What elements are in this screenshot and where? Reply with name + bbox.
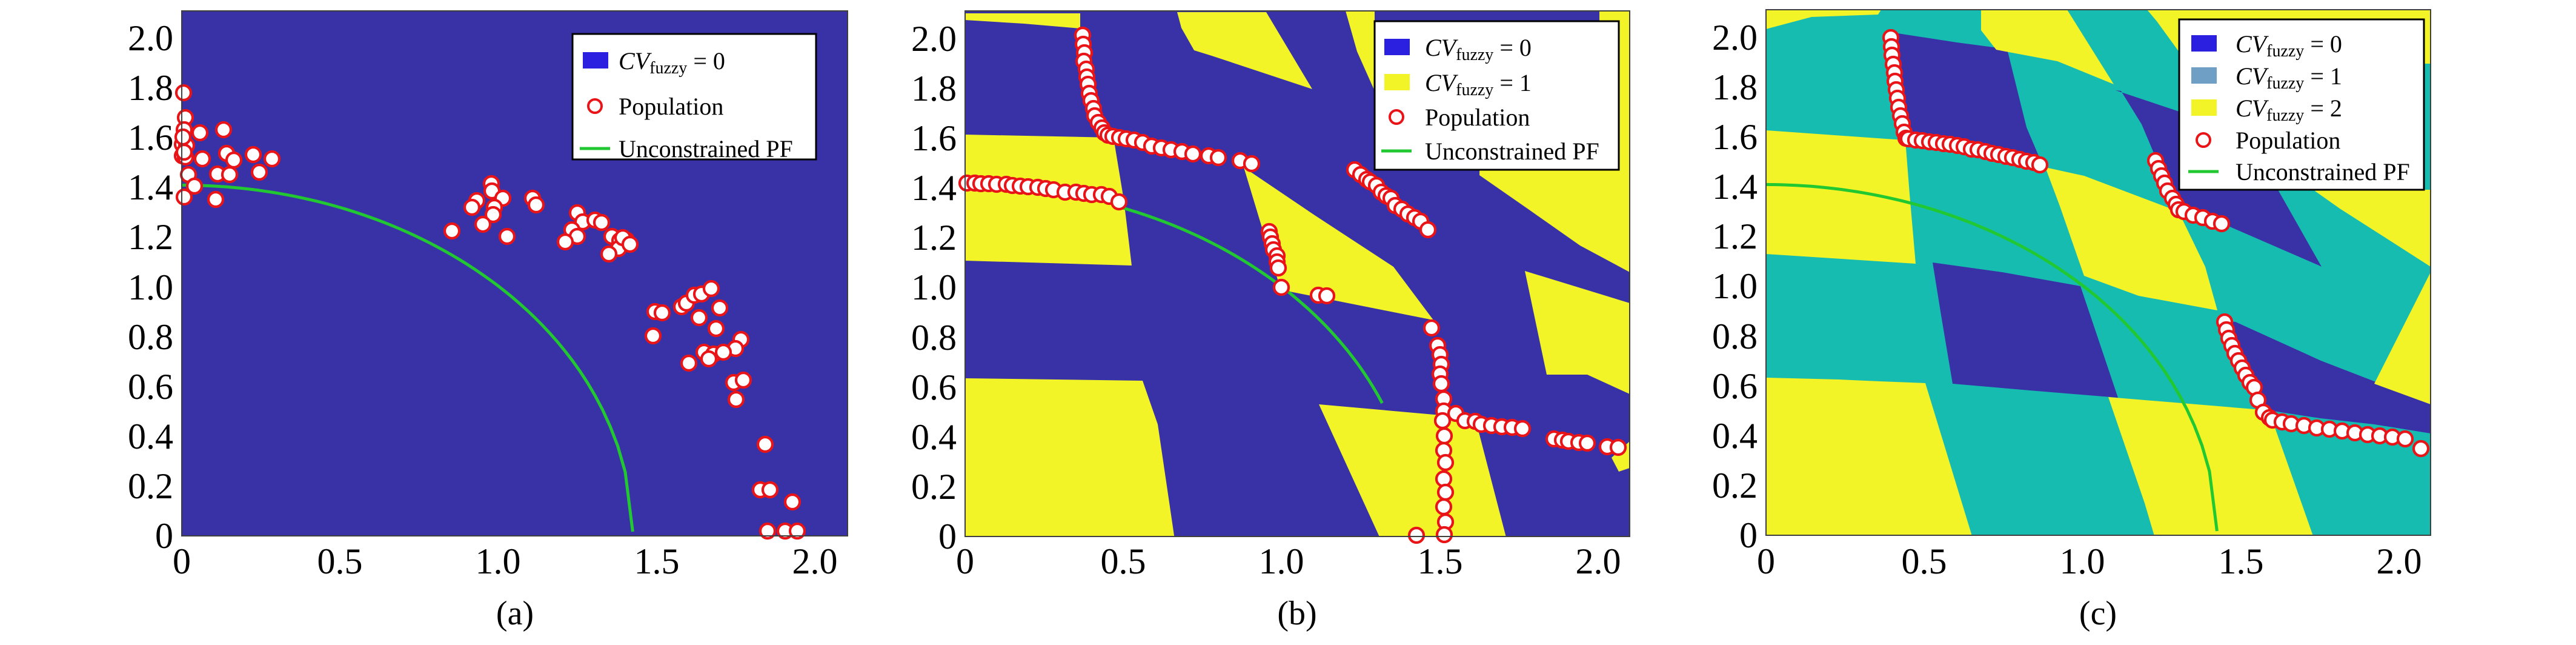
svg-text:0.2: 0.2	[128, 466, 173, 506]
svg-text:1.0: 1.0	[1259, 541, 1304, 581]
svg-text:0.5: 0.5	[1902, 541, 1947, 581]
svg-text:1.8: 1.8	[1712, 67, 1758, 107]
svg-text:CVfuzzy = 0: CVfuzzy = 0	[1425, 34, 1532, 64]
svg-text:1.8: 1.8	[911, 69, 957, 109]
svg-text:1.5: 1.5	[2219, 541, 2264, 581]
svg-text:(c): (c)	[2079, 595, 2117, 632]
svg-text:1.0: 1.0	[128, 267, 173, 307]
svg-text:Population: Population	[619, 93, 723, 120]
svg-text:0: 0	[1739, 515, 1758, 555]
svg-text:2.0: 2.0	[1576, 541, 1621, 581]
svg-text:1.0: 1.0	[476, 541, 521, 581]
svg-text:0.8: 0.8	[911, 318, 957, 358]
svg-text:1.6: 1.6	[911, 118, 957, 158]
svg-text:Population: Population	[2236, 127, 2340, 154]
svg-text:2.0: 2.0	[1712, 18, 1758, 58]
svg-text:0: 0	[155, 516, 173, 556]
svg-text:1.6: 1.6	[1712, 117, 1758, 157]
svg-text:1.2: 1.2	[911, 218, 957, 258]
svg-text:0: 0	[956, 541, 974, 581]
svg-text:Unconstrained PF: Unconstrained PF	[619, 135, 793, 162]
svg-text:CVfuzzy = 1: CVfuzzy = 1	[1425, 69, 1532, 99]
svg-text:0.4: 0.4	[1712, 416, 1758, 456]
svg-text:(b): (b)	[1277, 595, 1316, 632]
svg-text:1.8: 1.8	[128, 68, 173, 108]
svg-text:1.2: 1.2	[1712, 216, 1758, 256]
svg-text:CVfuzzy = 0: CVfuzzy = 0	[2236, 30, 2342, 61]
svg-text:CVfuzzy = 1: CVfuzzy = 1	[2236, 62, 2342, 93]
svg-text:0.6: 0.6	[128, 367, 173, 407]
svg-text:0.5: 0.5	[317, 541, 363, 581]
svg-text:2.0: 2.0	[792, 541, 838, 581]
svg-text:0.4: 0.4	[911, 417, 957, 457]
svg-text:2.0: 2.0	[128, 18, 173, 58]
svg-text:Population: Population	[1425, 104, 1530, 131]
svg-text:0.6: 0.6	[911, 367, 957, 407]
svg-text:0: 0	[173, 541, 191, 581]
svg-text:0.6: 0.6	[1712, 366, 1758, 406]
svg-text:Unconstrained PF: Unconstrained PF	[1425, 138, 1599, 165]
svg-text:0.2: 0.2	[1712, 466, 1758, 506]
svg-text:1.0: 1.0	[1712, 266, 1758, 306]
svg-text:Unconstrained PF: Unconstrained PF	[2236, 158, 2410, 185]
svg-text:2.0: 2.0	[2377, 541, 2422, 581]
svg-text:1.5: 1.5	[1418, 541, 1463, 581]
svg-text:0: 0	[1757, 541, 1775, 581]
svg-text:CVfuzzy = 2: CVfuzzy = 2	[2236, 95, 2342, 125]
svg-text:0.2: 0.2	[911, 467, 957, 507]
svg-text:0.8: 0.8	[128, 317, 173, 357]
svg-text:0: 0	[938, 516, 957, 556]
svg-text:1.2: 1.2	[128, 217, 173, 257]
svg-text:(a): (a)	[496, 595, 534, 632]
svg-text:1.5: 1.5	[634, 541, 680, 581]
svg-text:2.0: 2.0	[911, 19, 957, 59]
svg-text:1.4: 1.4	[128, 167, 173, 207]
svg-text:0.5: 0.5	[1101, 541, 1146, 581]
svg-text:1.0: 1.0	[911, 267, 957, 307]
svg-text:1.6: 1.6	[128, 118, 173, 158]
svg-text:0.4: 0.4	[128, 416, 173, 456]
svg-text:CVfuzzy = 0: CVfuzzy = 0	[619, 47, 725, 78]
svg-text:0.8: 0.8	[1712, 316, 1758, 356]
svg-text:1.4: 1.4	[1712, 167, 1758, 207]
svg-text:1.4: 1.4	[911, 168, 957, 208]
svg-text:1.0: 1.0	[2060, 541, 2105, 581]
